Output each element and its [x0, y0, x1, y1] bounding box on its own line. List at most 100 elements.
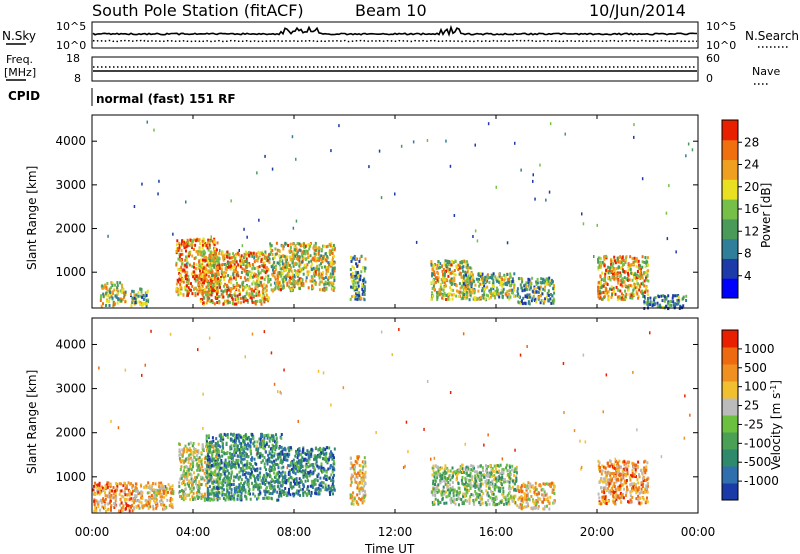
heatmap-cell	[237, 253, 240, 257]
heatmap-cell	[330, 478, 332, 482]
heatmap-cell	[218, 496, 221, 500]
heatmap-cell	[210, 254, 213, 258]
heatmap-cell	[210, 476, 213, 480]
heatmap-cell	[676, 302, 679, 306]
heatmap-cell	[269, 283, 272, 287]
heatmap-cell	[216, 487, 219, 490]
heatmap-cell	[188, 484, 190, 488]
heatmap-cell	[621, 280, 624, 284]
heatmap-cell	[284, 471, 287, 475]
heatmap-cell	[302, 448, 305, 452]
heatmap-cell	[105, 509, 107, 513]
heatmap-cell	[191, 246, 193, 249]
heatmap-cell	[351, 286, 354, 290]
heatmap-cell	[277, 498, 280, 502]
heatmap-cell	[328, 446, 331, 450]
heatmap-cell	[269, 436, 272, 440]
heatmap-cell	[307, 243, 310, 247]
heatmap-cell	[127, 504, 130, 508]
heatmap-cell	[613, 277, 616, 281]
heatmap-cell	[304, 468, 307, 472]
heatmap-cell	[469, 293, 472, 297]
heatmap-cell	[222, 497, 225, 500]
heatmap-cell	[621, 284, 624, 288]
heatmap-cell	[320, 462, 323, 466]
heatmap-cell	[484, 287, 486, 291]
heatmap-cell	[630, 293, 633, 297]
heatmap-cell	[330, 455, 333, 459]
heatmap-cell	[232, 302, 234, 306]
heatmap-cell	[98, 492, 101, 496]
heatmap-cell	[621, 260, 624, 264]
heatmap-cell	[298, 259, 301, 263]
heatmap-cell	[318, 492, 321, 496]
heatmap-cell	[226, 250, 229, 254]
heatmap-cell	[221, 448, 224, 452]
heatmap-cell	[276, 261, 279, 265]
heatmap-cell	[124, 290, 127, 294]
noise-tick-right-top: 10^5	[706, 20, 736, 33]
heatmap-cell	[483, 278, 486, 282]
heatmap-cell	[297, 481, 300, 485]
heatmap-cell	[301, 456, 304, 460]
heatmap-cell	[274, 462, 277, 466]
heatmap-cell	[207, 297, 209, 301]
heatmap-cell	[209, 445, 212, 449]
heatmap-cell	[185, 465, 188, 468]
heatmap-cell	[257, 451, 260, 455]
heatmap-cell	[597, 292, 600, 296]
heatmap-cell	[291, 288, 294, 292]
heatmap-cell	[185, 280, 188, 284]
heatmap-cell	[484, 278, 487, 282]
heatmap-cell	[268, 257, 271, 261]
heatmap-cell	[509, 288, 512, 292]
heatmap-cell	[282, 266, 285, 270]
heatmap-cell	[315, 272, 317, 276]
heatmap-cell	[292, 458, 295, 462]
heatmap-cell	[641, 255, 644, 259]
heatmap-cell	[284, 487, 287, 490]
heatmap-cell	[204, 472, 207, 476]
heatmap-cell	[195, 491, 198, 495]
heatmap-cell	[362, 266, 365, 270]
heatmap-cell	[500, 288, 503, 292]
heatmap-cell	[607, 276, 609, 280]
heatmap-cell	[225, 487, 228, 491]
heatmap-cell	[229, 476, 232, 480]
heatmap-cell	[196, 494, 199, 498]
heatmap-cell	[284, 262, 286, 266]
heatmap-cell	[247, 287, 250, 291]
heatmap-cell	[192, 486, 195, 490]
heatmap-cell	[120, 494, 123, 498]
heatmap-cell	[596, 223, 598, 227]
heatmap-cell	[178, 453, 181, 457]
heatmap-cell	[253, 440, 256, 444]
heatmap-cell	[449, 271, 452, 275]
heatmap-cell	[611, 270, 614, 274]
heatmap-cell	[254, 300, 257, 303]
heatmap-cell	[333, 276, 336, 280]
heatmap-cell	[307, 491, 310, 495]
heatmap-cell	[200, 458, 203, 462]
heatmap-cell	[278, 470, 281, 474]
heatmap-cell	[241, 244, 244, 248]
heatmap-cell	[226, 489, 229, 493]
heatmap-cell	[289, 446, 292, 450]
heatmap-cell	[207, 479, 210, 483]
heatmap-cell	[240, 452, 243, 455]
heatmap-cell	[325, 267, 328, 271]
heatmap-cell	[235, 487, 238, 491]
heatmap-cell	[131, 296, 134, 300]
heatmap-cell	[295, 491, 298, 495]
heatmap-cell	[112, 300, 115, 304]
heatmap-cell	[257, 455, 260, 459]
heatmap-cell	[509, 295, 512, 299]
heatmap-cell	[205, 244, 208, 248]
heatmap-cell	[215, 446, 218, 450]
heatmap-cell	[259, 293, 262, 297]
heatmap-cell	[123, 293, 126, 297]
heatmap-cell	[270, 496, 273, 500]
heatmap-cell	[253, 274, 255, 278]
heatmap-cell	[187, 468, 190, 472]
heatmap-cell	[244, 488, 247, 492]
